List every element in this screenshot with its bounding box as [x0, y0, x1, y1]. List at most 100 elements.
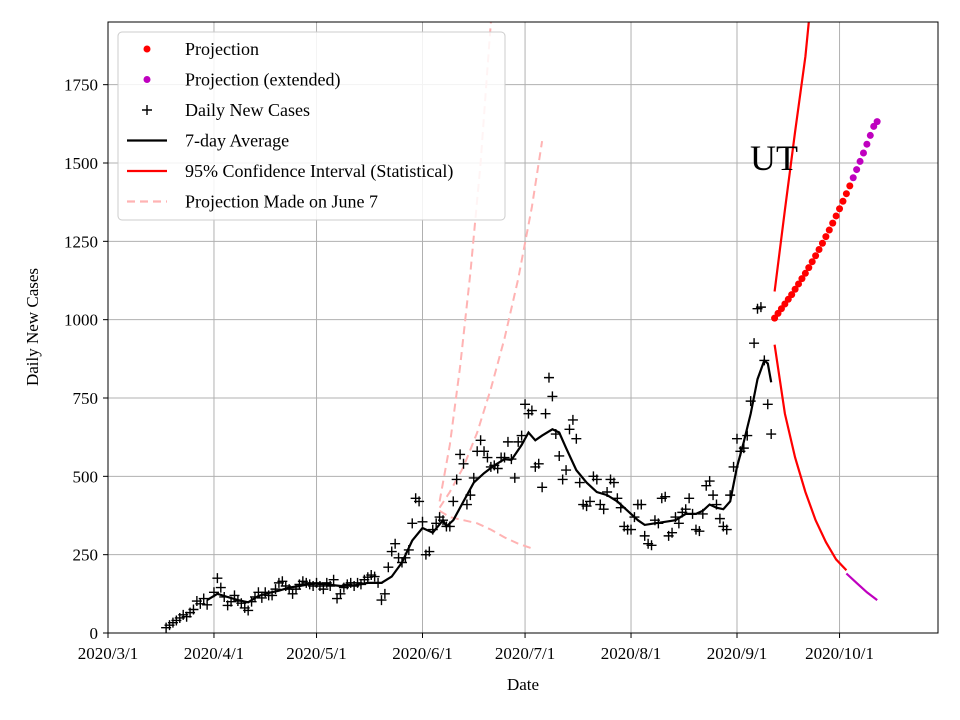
daily-case-point	[561, 465, 572, 476]
y-axis-title: Daily New Cases	[23, 268, 42, 386]
y-tick-label: 1250	[64, 232, 98, 251]
daily-case-point	[379, 588, 390, 599]
projection-made-on-june-7-central-line	[438, 140, 544, 509]
daily-case-point	[704, 476, 715, 487]
projection-point	[822, 233, 830, 241]
daily-case-point	[256, 592, 267, 603]
x-axis-title: Date	[507, 675, 539, 694]
daily-case-point	[479, 446, 490, 457]
projection-point	[791, 285, 799, 293]
daily-case-point	[195, 598, 206, 609]
daily-case-point	[444, 521, 455, 532]
projection-point	[839, 197, 847, 205]
daily-case-point	[612, 493, 623, 504]
daily-case-point	[202, 599, 213, 610]
daily-case-point	[468, 472, 479, 483]
legend-label: Projection Made on June 7	[185, 192, 378, 212]
daily-case-point	[762, 399, 773, 410]
projection-point	[815, 245, 823, 253]
daily-case-point	[550, 429, 561, 440]
daily-case-point	[451, 474, 462, 485]
daily-case-point	[513, 436, 524, 447]
y-tick-label: 0	[90, 624, 99, 643]
daily-case-point	[243, 605, 254, 616]
daily-case-point	[626, 524, 637, 535]
daily-case-point	[660, 491, 671, 502]
daily-case-point	[475, 435, 486, 446]
legend-marker-dot	[143, 45, 151, 53]
daily-case-point	[742, 430, 753, 441]
daily-case-point	[516, 430, 527, 441]
daily-case-point	[680, 504, 691, 515]
daily-case-point	[708, 490, 719, 501]
daily-case-point	[208, 587, 219, 598]
daily-case-point	[537, 482, 548, 493]
daily-case-point	[390, 538, 401, 549]
plot-area	[161, 22, 881, 633]
daily-case-point	[697, 508, 708, 519]
daily-case-point	[629, 512, 640, 523]
daily-case-point	[602, 487, 613, 497]
daily-case-point	[585, 496, 596, 507]
daily-case-point	[427, 524, 438, 535]
daily-case-point	[714, 513, 725, 524]
projection-extended-point	[856, 157, 864, 165]
daily-case-point	[745, 396, 756, 407]
daily-case-point	[212, 573, 223, 584]
daily-case-point	[636, 499, 647, 510]
y-tick-label: 1000	[64, 311, 98, 330]
projection-extended-point	[859, 149, 867, 157]
daily-case-point	[564, 424, 575, 435]
daily-case-point	[318, 584, 329, 595]
projection-point	[842, 190, 850, 198]
daily-case-point	[198, 593, 209, 604]
x-tick-label: 2020/6/1	[392, 644, 452, 663]
projection-point	[825, 226, 833, 234]
daily-case-point	[502, 436, 513, 447]
daily-case-point	[215, 582, 226, 593]
daily-case-point	[598, 504, 609, 515]
daily-case-point	[270, 584, 281, 595]
projection-point	[829, 219, 837, 227]
state-label: UT	[750, 138, 798, 178]
daily-case-point	[687, 508, 698, 519]
daily-case-point	[721, 524, 732, 535]
95-ci-lower-extended-line	[845, 572, 878, 601]
daily-case-point	[506, 454, 517, 465]
y-tick-label: 750	[73, 389, 99, 408]
daily-case-point	[465, 490, 476, 501]
projection-made-on-june-7-lower-line	[439, 509, 533, 550]
daily-case-point	[731, 433, 742, 444]
daily-case-point	[509, 472, 520, 483]
daily-case-point	[400, 552, 411, 563]
daily-case-point	[417, 516, 428, 527]
x-tick-label: 2020/3/1	[78, 644, 138, 663]
daily-case-point	[694, 526, 705, 537]
projection-point	[798, 275, 806, 283]
daily-case-point	[667, 527, 678, 538]
daily-case-point	[492, 463, 503, 474]
daily-case-point	[759, 355, 770, 366]
axes-frame	[107, 21, 939, 634]
legend-box	[117, 31, 506, 221]
legend-marker-dot	[143, 76, 151, 83]
projection-extended-point	[873, 118, 881, 126]
y-tick-label: 1500	[64, 154, 98, 173]
95-ci-upper-line	[773, 22, 810, 292]
daily-case-point	[526, 405, 537, 416]
daily-case-point	[749, 338, 760, 349]
daily-case-point	[219, 591, 230, 602]
daily-case-point	[766, 429, 777, 440]
projection-extended-point	[866, 131, 874, 139]
y-tick-label: 1750	[64, 76, 98, 95]
daily-case-point	[554, 450, 565, 461]
daily-case-point	[229, 590, 240, 601]
legend-label: Projection (extended)	[185, 70, 340, 91]
projection-extended-point	[863, 140, 871, 148]
daily-case-point	[482, 452, 493, 463]
daily-case-point	[725, 490, 736, 501]
daily-case-point	[684, 493, 695, 504]
daily-case-point	[543, 372, 554, 383]
projection-extended-point	[849, 174, 857, 182]
